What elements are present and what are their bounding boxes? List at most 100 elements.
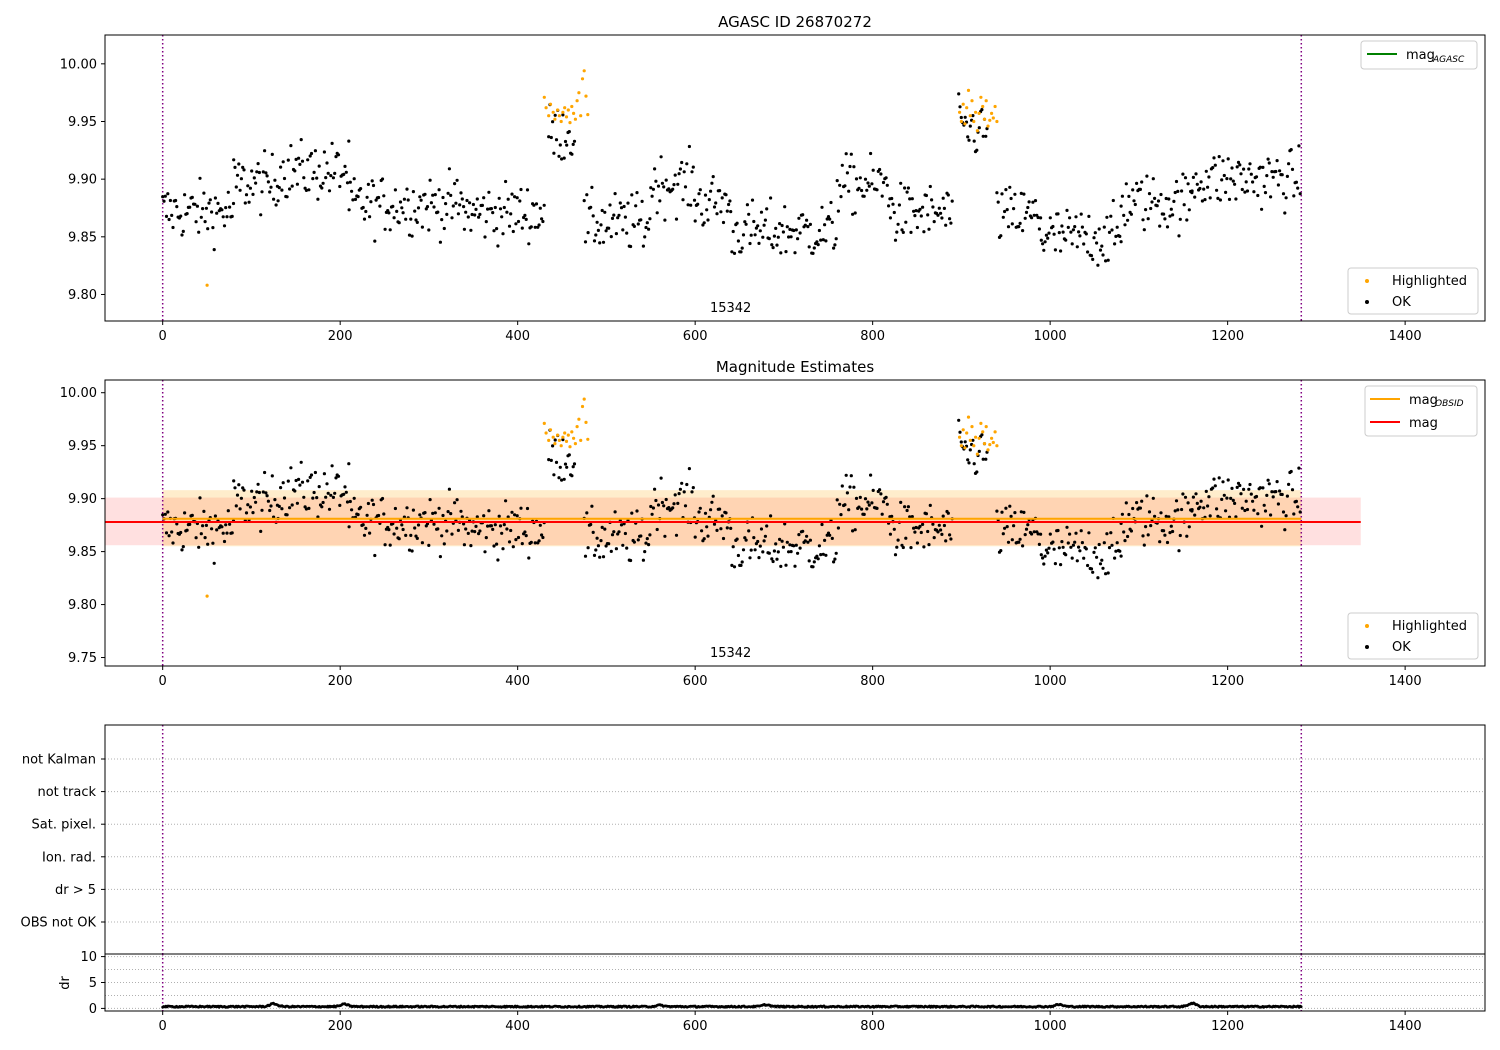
ok-point (848, 164, 852, 169)
ok-point (867, 184, 871, 188)
ok-point (756, 539, 760, 544)
ok-point (1147, 510, 1152, 514)
ok-point (972, 462, 976, 466)
ok-point (752, 219, 756, 224)
ok-point (460, 515, 464, 519)
dr-point (1299, 1005, 1303, 1009)
highlighted-point (972, 119, 976, 124)
ok-point (327, 507, 332, 511)
ok-point (862, 512, 866, 517)
ok-point (852, 485, 856, 489)
highlighted-point (958, 435, 962, 439)
ok-point (520, 542, 524, 546)
ok-point (554, 460, 559, 464)
ok-point (1004, 188, 1008, 192)
ok-point (807, 245, 811, 249)
ok-point (650, 194, 654, 198)
ok-point (1212, 156, 1216, 160)
ok-point (541, 219, 545, 224)
ok-point (619, 523, 624, 527)
ok-point (540, 217, 544, 221)
highlighted-point (548, 102, 553, 106)
ok-point (527, 556, 531, 560)
ok-point (268, 508, 272, 513)
ok-point (849, 474, 853, 478)
ok-point (1144, 208, 1148, 212)
highlighted-point (561, 435, 565, 439)
ok-point (656, 184, 661, 188)
ok-point (1292, 194, 1296, 198)
ok-point (975, 148, 979, 152)
ok-point (486, 207, 490, 211)
ok-point (474, 524, 478, 529)
ok-point (879, 492, 883, 496)
ok-point (456, 528, 460, 533)
ok-point (691, 486, 695, 490)
ok-point (202, 509, 206, 513)
ok-point (311, 177, 315, 181)
ok-point (1043, 554, 1047, 558)
y-tick-label: 10 (80, 950, 97, 965)
x-tick-label: 800 (860, 674, 885, 689)
ok-point (772, 549, 777, 553)
ok-point (590, 504, 594, 508)
ok-point (468, 201, 472, 205)
ok-point (1082, 556, 1086, 560)
ok-point (447, 487, 451, 491)
ok-point (705, 525, 709, 529)
ok-point (948, 533, 952, 537)
ok-point (541, 535, 545, 540)
ok-point (655, 211, 659, 215)
ok-point (865, 507, 869, 511)
ok-point (1225, 496, 1229, 500)
ok-point (1256, 512, 1260, 516)
ok-point (1211, 166, 1215, 170)
ok-point (250, 169, 254, 173)
ok-point (1070, 556, 1074, 560)
ok-point (811, 565, 815, 569)
ok-point (776, 235, 780, 239)
ok-point (298, 483, 302, 487)
ok-point (858, 176, 862, 180)
ok-point (1071, 543, 1075, 547)
highlighted-point (556, 433, 560, 437)
ok-point (1247, 487, 1251, 491)
ok-point (527, 242, 531, 246)
ok-point (785, 540, 789, 544)
ok-point (464, 210, 468, 214)
highlighted-point (542, 421, 546, 425)
ok-point (392, 532, 396, 536)
ok-point (720, 196, 724, 200)
ok-point (330, 464, 334, 468)
ok-point (197, 545, 201, 549)
ok-point (244, 511, 249, 515)
highlighted-point (959, 119, 964, 124)
ok-point (1092, 236, 1096, 240)
ok-point (1267, 482, 1271, 486)
ok-point (891, 202, 895, 206)
highlighted-point (586, 113, 590, 117)
ok-point (654, 179, 658, 183)
ok-point (667, 187, 671, 191)
ok-point (1269, 195, 1273, 199)
ok-point (420, 541, 424, 545)
ok-point (561, 113, 565, 117)
ok-point (1243, 190, 1247, 194)
ok-point (266, 499, 270, 503)
ok-point (1278, 489, 1282, 493)
dr-panel-points (161, 1001, 1303, 1009)
ok-point (1119, 240, 1123, 244)
ok-point (732, 251, 737, 255)
ok-point (747, 212, 751, 216)
ok-point (728, 199, 732, 203)
legend-mag-obsid-sub: OBSID (1435, 399, 1464, 409)
ok-point (781, 545, 786, 549)
ok-point (1056, 212, 1060, 216)
ok-point (247, 200, 251, 204)
ok-point (589, 205, 593, 209)
ok-point (1168, 214, 1172, 218)
ok-point (727, 202, 731, 207)
ok-point (583, 240, 588, 244)
ok-point (162, 199, 166, 203)
ok-point (860, 507, 864, 511)
